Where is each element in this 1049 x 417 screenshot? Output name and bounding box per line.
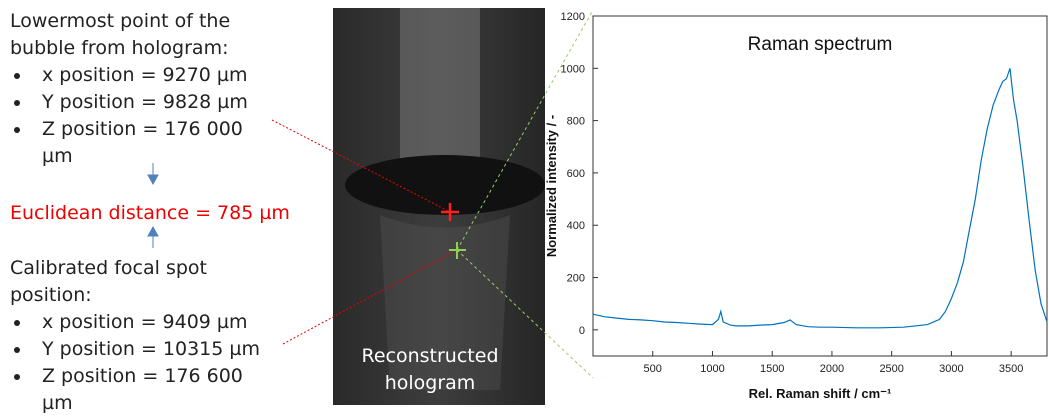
- focal-cross: [449, 242, 466, 259]
- y-tick-label: 200: [567, 273, 585, 285]
- distance: Euclidean distance = 785 µm: [10, 202, 290, 224]
- heading: Calibrated focal spot position:: [10, 257, 207, 306]
- x-tick-label: 2500: [879, 363, 903, 375]
- x-tick-label: 500: [644, 363, 662, 375]
- y-tick-label: 400: [567, 220, 585, 232]
- y-tick-label: 600: [567, 168, 585, 180]
- x-tick-label: 1500: [760, 363, 784, 375]
- list: x position = 9270 µmY position = 9828 µm…: [10, 62, 275, 170]
- arrow-down: [147, 163, 159, 186]
- list-item: Z position = 176 000 µm: [32, 116, 275, 170]
- plot-area: [592, 15, 1048, 357]
- x-tick-label: 2000: [820, 363, 844, 375]
- figure: 0 200 400 600 800 1000 1200 500 1000 1500 2000 2500…: [147, 8, 1048, 405]
- jet: [380, 215, 510, 390]
- y-tick-label: 800: [567, 116, 585, 128]
- heading: Lowermost point of the bubble from holog…: [10, 10, 231, 59]
- bubble: [345, 155, 545, 215]
- page: 0 200 400 600 800 1000 1200 500 1000 1500 2000 2500…: [0, 0, 1049, 405]
- list-item: Y position = 10315 µm: [32, 336, 275, 363]
- x-tick-label: 1000: [700, 363, 724, 375]
- list-item: Y position = 9828 µm: [32, 89, 275, 116]
- x-axis-label: Rel. Raman shift / cm⁻¹: [749, 386, 892, 401]
- chart-title: Raman spectrum: [748, 34, 893, 55]
- list-item: x position = 9270 µm: [32, 62, 275, 89]
- bubble-cross: [441, 203, 459, 221]
- arrow-up: [147, 225, 159, 248]
- list-item: x position = 9409 µm: [32, 309, 275, 336]
- y-axis-label: Normalized intensity / -: [544, 115, 559, 257]
- list-item: Z position = 176 600 µm: [32, 363, 275, 417]
- pointer-line: [456, 249, 594, 379]
- bubble-block: Lowermost point of the bubble from holog…: [10, 8, 275, 170]
- spectrum-line: [592, 68, 1048, 329]
- focal-block: Calibrated focal spot position: x positi…: [10, 255, 275, 417]
- y-tick-label: 1200: [561, 11, 585, 23]
- pointer-line: [271, 119, 451, 213]
- pointer-line: [282, 249, 458, 345]
- list: x position = 9409 µmY position = 10315 µ…: [10, 309, 275, 417]
- y-tick-label: 0: [579, 325, 585, 337]
- pointer-line: [456, 9, 594, 251]
- capillary: [400, 8, 480, 200]
- hologram-label: Reconstructed hologram: [361, 345, 499, 394]
- x-tick-label: 3000: [939, 363, 963, 375]
- x-tick-label: 3500: [999, 363, 1023, 375]
- y-tick-label: 1000: [561, 63, 585, 75]
